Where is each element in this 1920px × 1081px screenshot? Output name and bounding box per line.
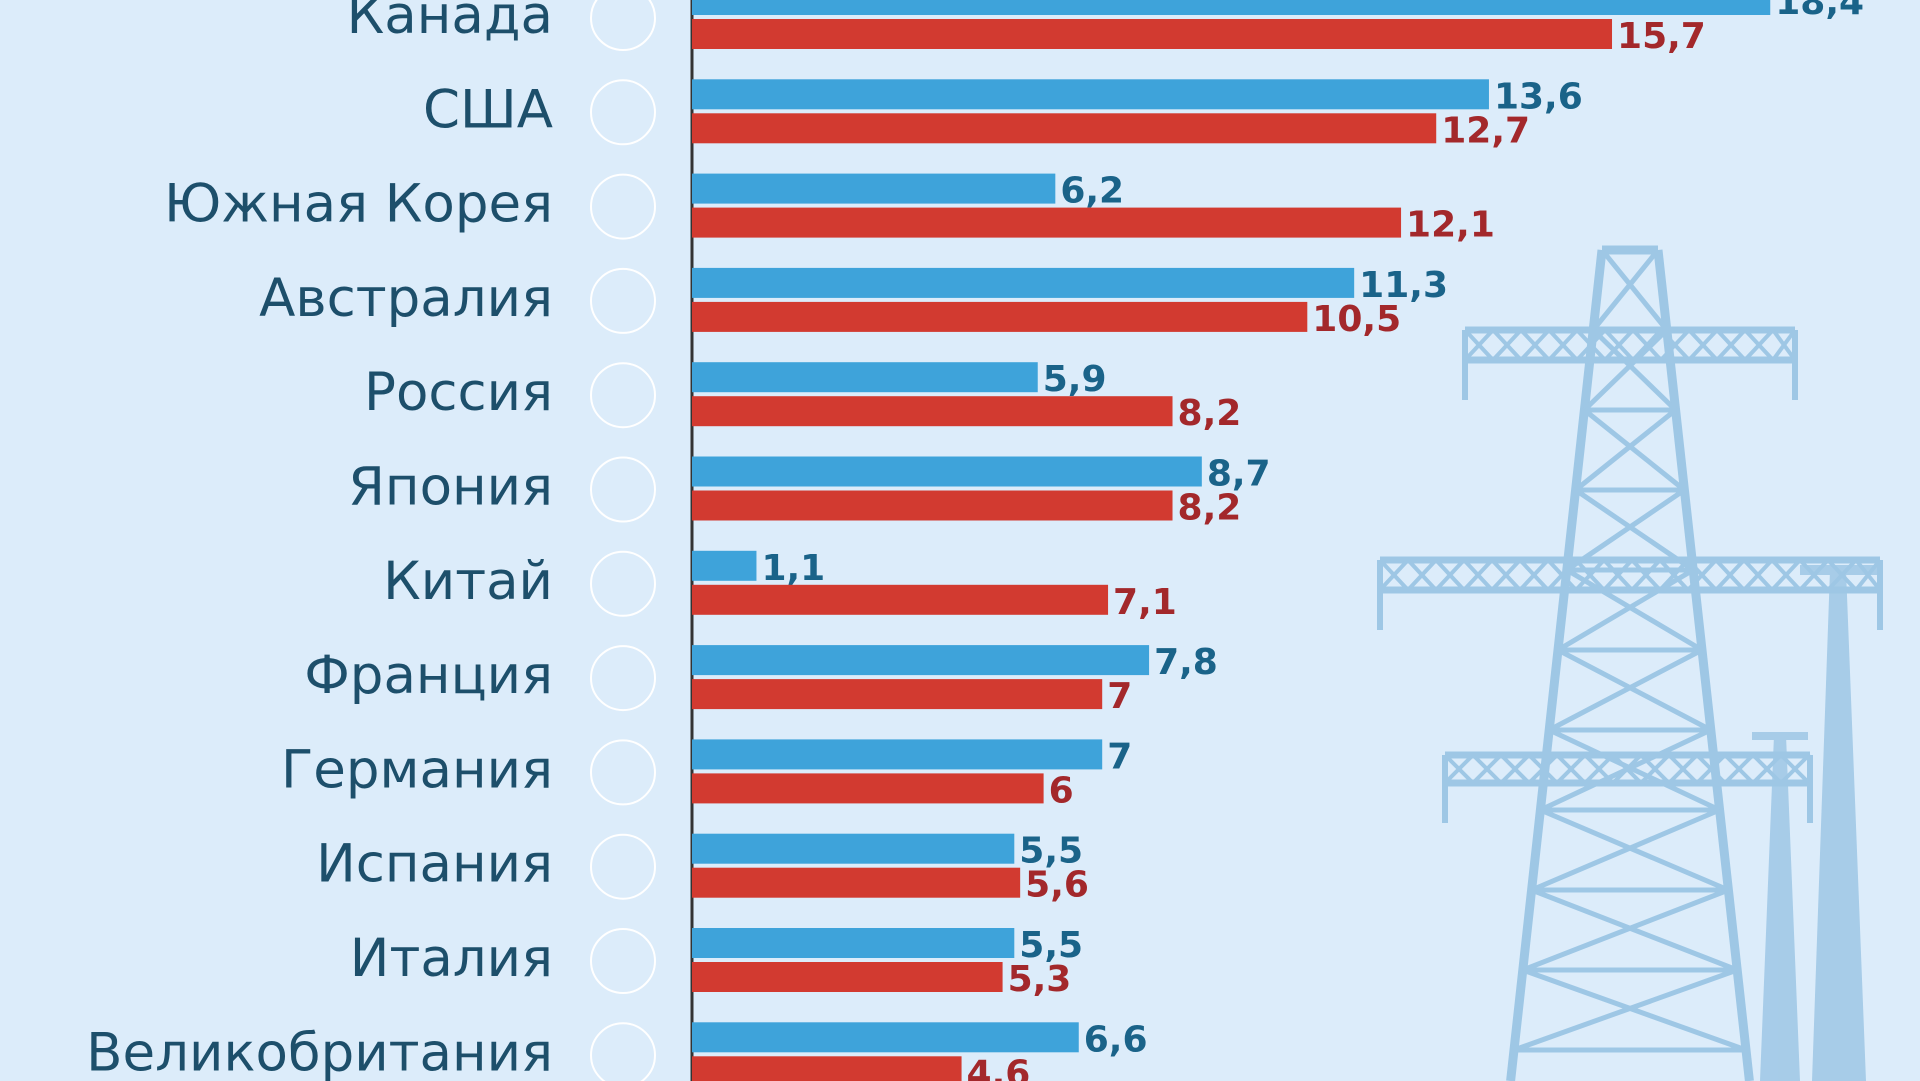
value-label-series-2: 8,2	[1178, 393, 1242, 434]
chart-row: США 13,612,7	[423, 76, 1583, 151]
value-label-series-1: 6,2	[1060, 171, 1124, 212]
bar-series-1	[692, 928, 1015, 958]
flag-china-icon	[590, 550, 656, 617]
flag-uk-icon	[590, 1022, 656, 1081]
bar-series-2	[692, 301, 1308, 332]
bar-series-1	[692, 362, 1038, 393]
bar-series-1	[692, 1022, 1079, 1053]
bar-series-1	[692, 739, 1103, 770]
bar-series-1	[692, 456, 1202, 487]
flag-usa-icon	[590, 79, 656, 146]
bar-series-1	[692, 833, 1015, 864]
tower-lines	[1377, 245, 1883, 1081]
chart-row: Китай 1,1 7,1	[383, 548, 1177, 623]
bar-series-2	[692, 207, 1402, 238]
flag-australia-icon	[590, 267, 656, 334]
value-label-series-2: 7,1	[1113, 582, 1177, 623]
flag-canada-icon	[590, 0, 656, 51]
country-label: Китай	[383, 551, 553, 612]
chart-row: Южная Корея 6,2 12,1	[164, 171, 1495, 246]
distant-towers	[1752, 565, 1878, 1081]
flag-italy-icon	[590, 928, 656, 994]
country-label: Германия	[281, 739, 553, 800]
flag-france-icon	[590, 645, 656, 712]
value-label-series-2: 15,7	[1617, 16, 1706, 57]
country-label: Япония	[348, 457, 553, 518]
flag-russia-icon	[590, 362, 656, 429]
country-label: Россия	[364, 362, 553, 423]
country-label: Великобритания	[86, 1022, 553, 1081]
chart-row: Великобритания 6,6 4,6	[86, 1019, 1148, 1081]
value-label-series-2: 6	[1049, 770, 1074, 811]
value-label-series-2: 4,6	[967, 1053, 1031, 1081]
country-label: Франция	[304, 645, 553, 706]
chart-row: Испания 5,55,6	[316, 831, 1089, 906]
bar-series-2	[692, 396, 1173, 427]
value-label-series-2: 8,2	[1178, 488, 1242, 529]
bar-series-1	[692, 550, 757, 581]
value-label-series-1: 8,7	[1207, 454, 1271, 495]
bar-series-1	[692, 267, 1355, 298]
chart-row: Австралия 11,310,5	[259, 265, 1448, 340]
bar-series-2	[692, 867, 1021, 898]
value-label-series-1: 7	[1107, 736, 1132, 777]
value-label-series-2: 10,5	[1312, 299, 1401, 340]
value-label-series-2: 12,7	[1441, 110, 1530, 151]
value-label-series-2: 5,3	[1008, 959, 1072, 1000]
country-label: Испания	[316, 834, 553, 895]
bar-series-1	[692, 79, 1489, 110]
chart-row: Россия 5,9 8,2	[364, 359, 1241, 434]
value-label-series-1: 13,6	[1494, 76, 1583, 117]
value-label-series-1: 5,5	[1019, 925, 1083, 966]
bar-series-2	[692, 773, 1044, 804]
bar-series-1	[692, 173, 1056, 204]
value-label-series-1: 1,1	[761, 548, 825, 589]
value-label-series-1: 6,6	[1084, 1019, 1148, 1060]
flag-japan-icon	[590, 456, 656, 523]
flag-spain-icon	[590, 833, 656, 900]
chart-row: Италия 5,55,3	[350, 925, 1083, 1000]
bar-series-2	[692, 113, 1437, 144]
flag-south-korea-icon	[590, 173, 656, 240]
value-label-series-2: 5,6	[1025, 865, 1089, 906]
value-label-series-1: 18,4	[1775, 0, 1864, 23]
bar-series-2	[692, 584, 1109, 615]
country-label: Канада	[347, 0, 553, 46]
bar-series-2	[692, 679, 1103, 710]
chart-row: Франция 7,8 7	[304, 642, 1218, 717]
value-label-series-1: 5,5	[1019, 831, 1083, 872]
value-label-series-2: 12,1	[1406, 205, 1495, 246]
value-label-series-1: 11,3	[1359, 265, 1448, 306]
value-label-series-1: 7,8	[1154, 642, 1218, 683]
bar-series-1	[692, 0, 1771, 15]
chart-row: Германия 76	[281, 736, 1132, 811]
bar-series-2	[692, 1056, 962, 1081]
country-label: Австралия	[259, 268, 553, 329]
chart-row: Канада 18,4 15,7	[347, 0, 1864, 57]
bar-series-2	[692, 19, 1613, 49]
flag-germany-icon	[590, 739, 656, 806]
bar-series-2	[692, 962, 1003, 992]
bar-series-1	[692, 645, 1150, 676]
bar-series-2	[692, 490, 1173, 521]
value-label-series-1: 5,9	[1043, 359, 1107, 400]
country-label: Южная Корея	[164, 174, 553, 235]
chart-row: Япония 8,78,2	[348, 454, 1270, 529]
country-label: Италия	[350, 928, 553, 989]
country-label: США	[423, 79, 553, 140]
value-label-series-2: 7	[1107, 676, 1132, 717]
